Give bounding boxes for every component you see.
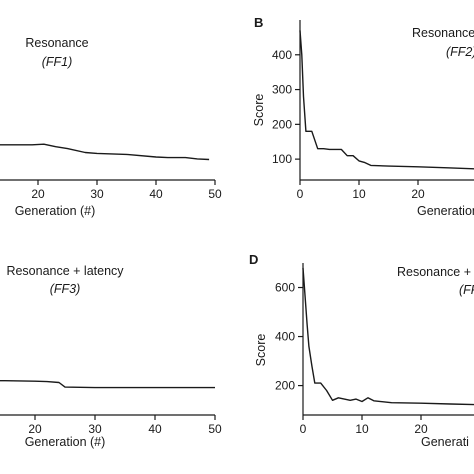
panel-ff3: Resonance + latency (FF3) Generation (#)… — [0, 264, 222, 449]
x-tick-label: 0 — [300, 422, 307, 436]
y-tick-label: 400 — [275, 330, 295, 344]
x-tick-label: 40 — [149, 187, 163, 201]
series-line — [0, 380, 215, 389]
x-tick-label: 40 — [148, 422, 162, 436]
series-group — [0, 380, 215, 389]
series-group — [302, 267, 474, 406]
panel-title: Resonance + latency — [6, 264, 124, 278]
axes — [299, 20, 474, 181]
ticks: 20 30 40 50 — [28, 415, 222, 436]
series-group — [0, 143, 210, 161]
panel-subtitle: (FF2) — [446, 45, 474, 59]
x-tick-label: 10 — [355, 422, 369, 436]
panel-title: Resonance — [412, 26, 474, 40]
panel-letter: B — [254, 15, 263, 30]
y-tick-label: 200 — [275, 379, 295, 393]
axes — [302, 263, 474, 416]
y-tick-label: 100 — [272, 152, 292, 166]
y-tick-label: 200 — [272, 117, 292, 131]
panel-subtitle: (FF3) — [50, 282, 81, 296]
panel-ff4: D Resonance + (FF Score Generati 0 10 20 20… — [249, 252, 474, 449]
y-tick-label: 400 — [272, 48, 292, 62]
x-tick-label: 30 — [88, 422, 102, 436]
panel-ff1: Resonance (FF1) Generation (#) 20 30 40 50 — [0, 36, 222, 218]
panel-title: Resonance — [25, 36, 88, 50]
x-tick-label: 30 — [90, 187, 104, 201]
x-axis-label: Generation (#) — [25, 435, 106, 449]
panel-subtitle: (FF — [459, 283, 474, 297]
panel-subtitle: (FF1) — [42, 55, 73, 69]
x-tick-label: 20 — [28, 422, 42, 436]
series-line — [299, 30, 474, 170]
y-axis-label: Score — [254, 334, 268, 367]
series-group — [299, 30, 474, 170]
panel-title: Resonance + — [397, 265, 471, 279]
panel-letter: D — [249, 252, 258, 267]
x-tick-label: 20 — [414, 422, 428, 436]
y-tick-label: 600 — [275, 281, 295, 295]
y-tick-label: 300 — [272, 83, 292, 97]
x-tick-label: 20 — [31, 187, 45, 201]
y-axis-label: Score — [252, 94, 266, 127]
series-line — [302, 267, 474, 406]
ticks: 20 30 40 50 — [31, 180, 222, 201]
x-tick-label: 50 — [208, 187, 222, 201]
x-axis-label: Generation — [417, 204, 474, 218]
x-axis-label: Generati — [421, 435, 469, 449]
x-tick-label: 20 — [411, 187, 425, 201]
x-tick-label: 10 — [352, 187, 366, 201]
ticks: 0 10 20 100 200 300 400 — [272, 48, 425, 201]
x-axis-label: Generation (#) — [15, 204, 96, 218]
x-tick-label: 0 — [297, 187, 304, 201]
series-line — [0, 143, 210, 161]
x-tick-label: 50 — [208, 422, 222, 436]
ticks: 0 10 20 200 400 600 — [275, 281, 428, 436]
panel-ff2: B Resonance (FF2) Score Generation 0 10 20… — [252, 15, 474, 218]
